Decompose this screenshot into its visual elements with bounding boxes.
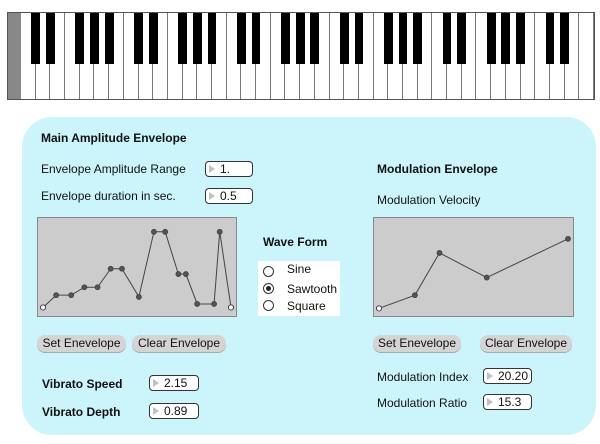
black-key[interactable] <box>251 13 261 64</box>
number-arrow-icon <box>153 407 159 415</box>
modulation-envelope-editor[interactable] <box>373 217 574 317</box>
black-key[interactable] <box>207 13 217 64</box>
range-label: Envelope Amplitude Range <box>41 162 186 176</box>
black-key[interactable] <box>413 13 423 64</box>
black-key[interactable] <box>104 13 114 64</box>
piano-keyboard[interactable] <box>7 12 595 100</box>
black-key[interactable] <box>45 13 55 64</box>
black-key[interactable] <box>398 13 408 64</box>
black-key[interactable] <box>178 13 188 64</box>
black-key[interactable] <box>383 13 393 64</box>
envelope-point[interactable] <box>151 228 157 235</box>
black-key[interactable] <box>516 13 525 64</box>
envelope-point[interactable] <box>194 301 201 307</box>
black-key[interactable] <box>90 13 99 64</box>
number-arrow-icon <box>209 192 215 200</box>
black-key[interactable] <box>442 13 452 64</box>
vibrato-speed-number-box[interactable]: 2.15 <box>149 375 199 391</box>
envelope-point[interactable] <box>412 292 418 299</box>
envelope-point[interactable] <box>227 304 235 311</box>
black-key[interactable] <box>281 13 290 64</box>
envelope-point[interactable] <box>436 250 443 256</box>
black-key[interactable] <box>354 13 364 64</box>
vibrato-depth-value: 0.89 <box>164 404 188 418</box>
duration-label: Envelope duration in sec. <box>41 189 176 203</box>
envelope-point[interactable] <box>565 235 571 242</box>
modulation-envelope-graph[interactable] <box>374 218 573 316</box>
envelope-point[interactable] <box>483 274 490 281</box>
sine-label: Sine <box>287 262 312 276</box>
vibrato-speed-value: 2.15 <box>164 376 188 390</box>
envelope-point[interactable] <box>68 292 75 299</box>
main-envelope-title: Main Amplitude Envelope <box>41 131 187 145</box>
black-key[interactable] <box>192 13 202 64</box>
black-key[interactable] <box>295 13 305 64</box>
envelope-point[interactable] <box>39 304 47 311</box>
black-key[interactable] <box>75 13 85 64</box>
envelope-point[interactable] <box>53 292 60 299</box>
envelope-line <box>42 231 232 308</box>
envelope-line <box>378 238 569 309</box>
envelope-point[interactable] <box>107 265 114 272</box>
vibrato-speed-label: Vibrato Speed <box>42 377 123 391</box>
envelope-point[interactable] <box>94 284 101 291</box>
main-envelope-editor[interactable] <box>37 217 237 317</box>
envelope-point[interactable] <box>162 228 169 235</box>
envelope-point[interactable] <box>182 271 189 277</box>
black-key[interactable] <box>501 13 511 64</box>
radio-square[interactable] <box>263 300 274 311</box>
number-arrow-icon <box>487 398 493 406</box>
envelope-point[interactable] <box>135 294 142 300</box>
black-key[interactable] <box>148 13 158 64</box>
radio-sine[interactable] <box>263 266 274 277</box>
sawtooth-label: Sawtooth <box>287 282 338 296</box>
mod-clear-envelope-button[interactable]: Clear Envelope <box>480 335 572 352</box>
number-arrow-icon <box>209 165 215 173</box>
modulation-index-label: Modulation Index <box>377 370 469 384</box>
envelope-point[interactable] <box>211 301 217 307</box>
envelope-point[interactable] <box>175 271 182 277</box>
modulation-ratio-value: 15.3 <box>498 395 522 409</box>
range-number-box[interactable]: 1. <box>205 161 253 177</box>
envelope-point[interactable] <box>216 228 223 235</box>
envelope-point[interactable] <box>81 284 88 291</box>
modulation-index-value: 20.20 <box>498 369 529 383</box>
black-key[interactable] <box>457 13 467 64</box>
black-key[interactable] <box>236 13 246 64</box>
black-key[interactable] <box>560 13 570 64</box>
main-clear-envelope-button[interactable]: Clear Envelope <box>132 335 226 352</box>
keyboard-scroll-handle[interactable] <box>8 13 22 99</box>
envelope-point[interactable] <box>375 305 383 312</box>
waveform-title: Wave Form <box>263 235 328 249</box>
black-key[interactable] <box>486 13 496 64</box>
black-key[interactable] <box>31 13 41 64</box>
modulation-index-number-box[interactable]: 20.20 <box>483 368 532 384</box>
number-arrow-icon <box>153 379 159 387</box>
number-arrow-icon <box>487 372 493 380</box>
range-value: 1. <box>220 162 231 176</box>
envelope-point[interactable] <box>119 265 125 272</box>
modulation-velocity-label: Modulation Velocity <box>377 193 481 207</box>
main-envelope-graph[interactable] <box>38 218 236 316</box>
vibrato-depth-label: Vibrato Depth <box>42 405 121 419</box>
square-label: Square <box>287 299 326 313</box>
modulation-ratio-label: Modulation Ratio <box>377 396 468 410</box>
radio-sawtooth[interactable] <box>263 283 274 294</box>
black-key[interactable] <box>545 13 555 64</box>
duration-value: 0.5 <box>220 189 237 203</box>
mod-set-envelope-button[interactable]: Set Enevelope <box>373 335 461 352</box>
duration-number-box[interactable]: 0.5 <box>205 188 253 204</box>
main-set-envelope-button[interactable]: Set Enevelope <box>37 335 126 352</box>
white-key[interactable] <box>579 13 594 99</box>
black-key[interactable] <box>134 13 143 64</box>
black-key[interactable] <box>339 13 349 64</box>
vibrato-depth-number-box[interactable]: 0.89 <box>149 403 199 419</box>
modulation-envelope-title: Modulation Envelope <box>377 162 498 176</box>
modulation-ratio-number-box[interactable]: 15.3 <box>483 394 532 410</box>
black-key[interactable] <box>310 13 320 64</box>
